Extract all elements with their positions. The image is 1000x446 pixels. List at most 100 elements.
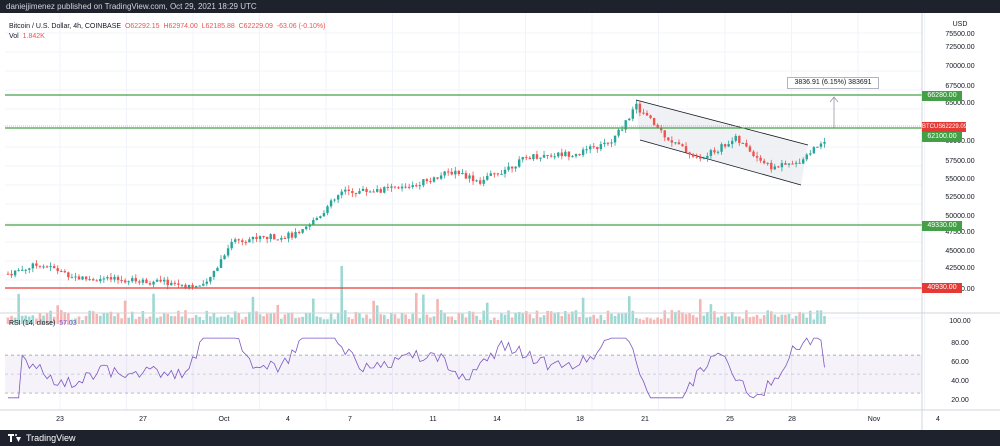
candle-body	[762, 160, 766, 164]
volume-legend: Vol 1.842K	[9, 33, 45, 40]
candle-body	[436, 177, 439, 179]
candle-body	[393, 186, 397, 188]
volume-bar	[407, 319, 411, 324]
candle-body	[649, 115, 652, 118]
descending-channel	[635, 96, 839, 186]
measure-arrow-head	[829, 96, 839, 103]
volume-bar	[241, 319, 244, 324]
candle-body	[425, 179, 429, 182]
volume-bar	[620, 313, 624, 324]
candle-body	[131, 278, 134, 282]
volume-bar	[510, 317, 514, 324]
candle-body	[184, 284, 187, 288]
candle-body	[493, 173, 496, 175]
candle-body	[273, 234, 276, 240]
volume-bar	[201, 319, 205, 324]
volume-bar	[791, 318, 794, 324]
candle-body	[564, 151, 567, 157]
time-axis-label: 14	[493, 416, 501, 423]
volume-bar	[659, 318, 663, 324]
candle-body	[677, 142, 681, 145]
volume-bar	[677, 310, 681, 324]
candle-body	[773, 166, 776, 170]
candle-body	[642, 112, 645, 114]
volume-bar	[397, 318, 400, 324]
volume-bar	[823, 316, 826, 324]
volume-bar	[493, 317, 496, 324]
candle-body	[486, 175, 489, 180]
volume-bar	[379, 314, 383, 324]
time-axis-label: 11	[429, 416, 436, 423]
volume-bar	[38, 313, 42, 324]
volume-bar	[819, 310, 823, 324]
volume-bar	[645, 317, 649, 324]
candle-body	[163, 279, 166, 282]
candle-body	[202, 283, 205, 286]
candle-body	[706, 155, 709, 159]
volume-bar	[478, 319, 482, 324]
candle-body	[660, 127, 663, 131]
volume-bar	[588, 316, 592, 324]
volume-bar	[24, 315, 28, 324]
candle-body	[475, 180, 478, 182]
volume-bar	[120, 318, 123, 324]
volume-bar	[226, 314, 230, 324]
footer-bar: TradingView	[0, 430, 1000, 446]
candle-body	[354, 193, 358, 195]
candle-body	[699, 156, 702, 159]
volume-bar	[716, 317, 720, 324]
volume-bar	[706, 311, 709, 324]
volume-bar	[777, 316, 780, 324]
candle-body	[209, 276, 212, 282]
volume-bar	[585, 317, 588, 324]
candle-body	[194, 286, 198, 288]
candle-body	[60, 271, 63, 273]
candle-body	[226, 248, 230, 256]
volume-bar	[507, 310, 510, 324]
volume-bar	[422, 294, 425, 324]
volume-bar	[287, 313, 290, 324]
measure-label[interactable]: 3836.91 (6.15%) 383691	[787, 77, 879, 89]
level-tag-66280: 66280.00	[922, 91, 962, 101]
volume-bar	[596, 318, 599, 324]
volume-bar	[556, 312, 560, 324]
candle-body	[219, 259, 223, 268]
volume-bar	[84, 315, 88, 324]
volume-bar	[297, 317, 301, 324]
volume-bar	[88, 310, 91, 324]
chart-canvas[interactable]: USD 75500.00 72500.00 70000.00 67500.00 65000…	[0, 13, 1000, 430]
volume-bar	[766, 310, 769, 324]
candle-body	[635, 103, 638, 110]
rsi-value: 57.03	[59, 320, 77, 327]
volume-bar	[542, 315, 546, 324]
candle-body	[759, 157, 762, 161]
candle-body	[695, 156, 698, 158]
candle-body	[716, 151, 720, 153]
volume-bar	[432, 316, 436, 324]
candle-body	[738, 135, 741, 144]
candle-body	[415, 185, 418, 187]
volume-bar	[755, 314, 759, 324]
volume-bar	[209, 316, 212, 324]
symbol-legend: Bitcoin / U.S. Dollar, 4h, COINBASE O622…	[9, 23, 325, 30]
candle-body	[503, 169, 507, 174]
candle-body	[734, 135, 737, 141]
volume-bar	[59, 310, 63, 324]
volume-bar	[461, 313, 464, 324]
candle-body	[770, 162, 773, 170]
volume-bar	[549, 311, 553, 324]
candle-body	[464, 173, 468, 179]
volume-bar	[581, 297, 585, 324]
candle-body	[606, 142, 610, 144]
rsi-pane	[0, 312, 1000, 399]
candle-body	[681, 144, 684, 147]
volume-bar	[283, 314, 287, 324]
volume-bar	[439, 310, 443, 324]
horizontal-levels	[5, 94, 922, 289]
volume-bar	[230, 317, 233, 324]
volume-bar	[709, 304, 713, 324]
volume-label: Vol	[9, 33, 19, 40]
ohlc-open: O62292.15	[124, 23, 160, 30]
candle-body	[652, 117, 656, 125]
candle-body	[624, 120, 627, 130]
